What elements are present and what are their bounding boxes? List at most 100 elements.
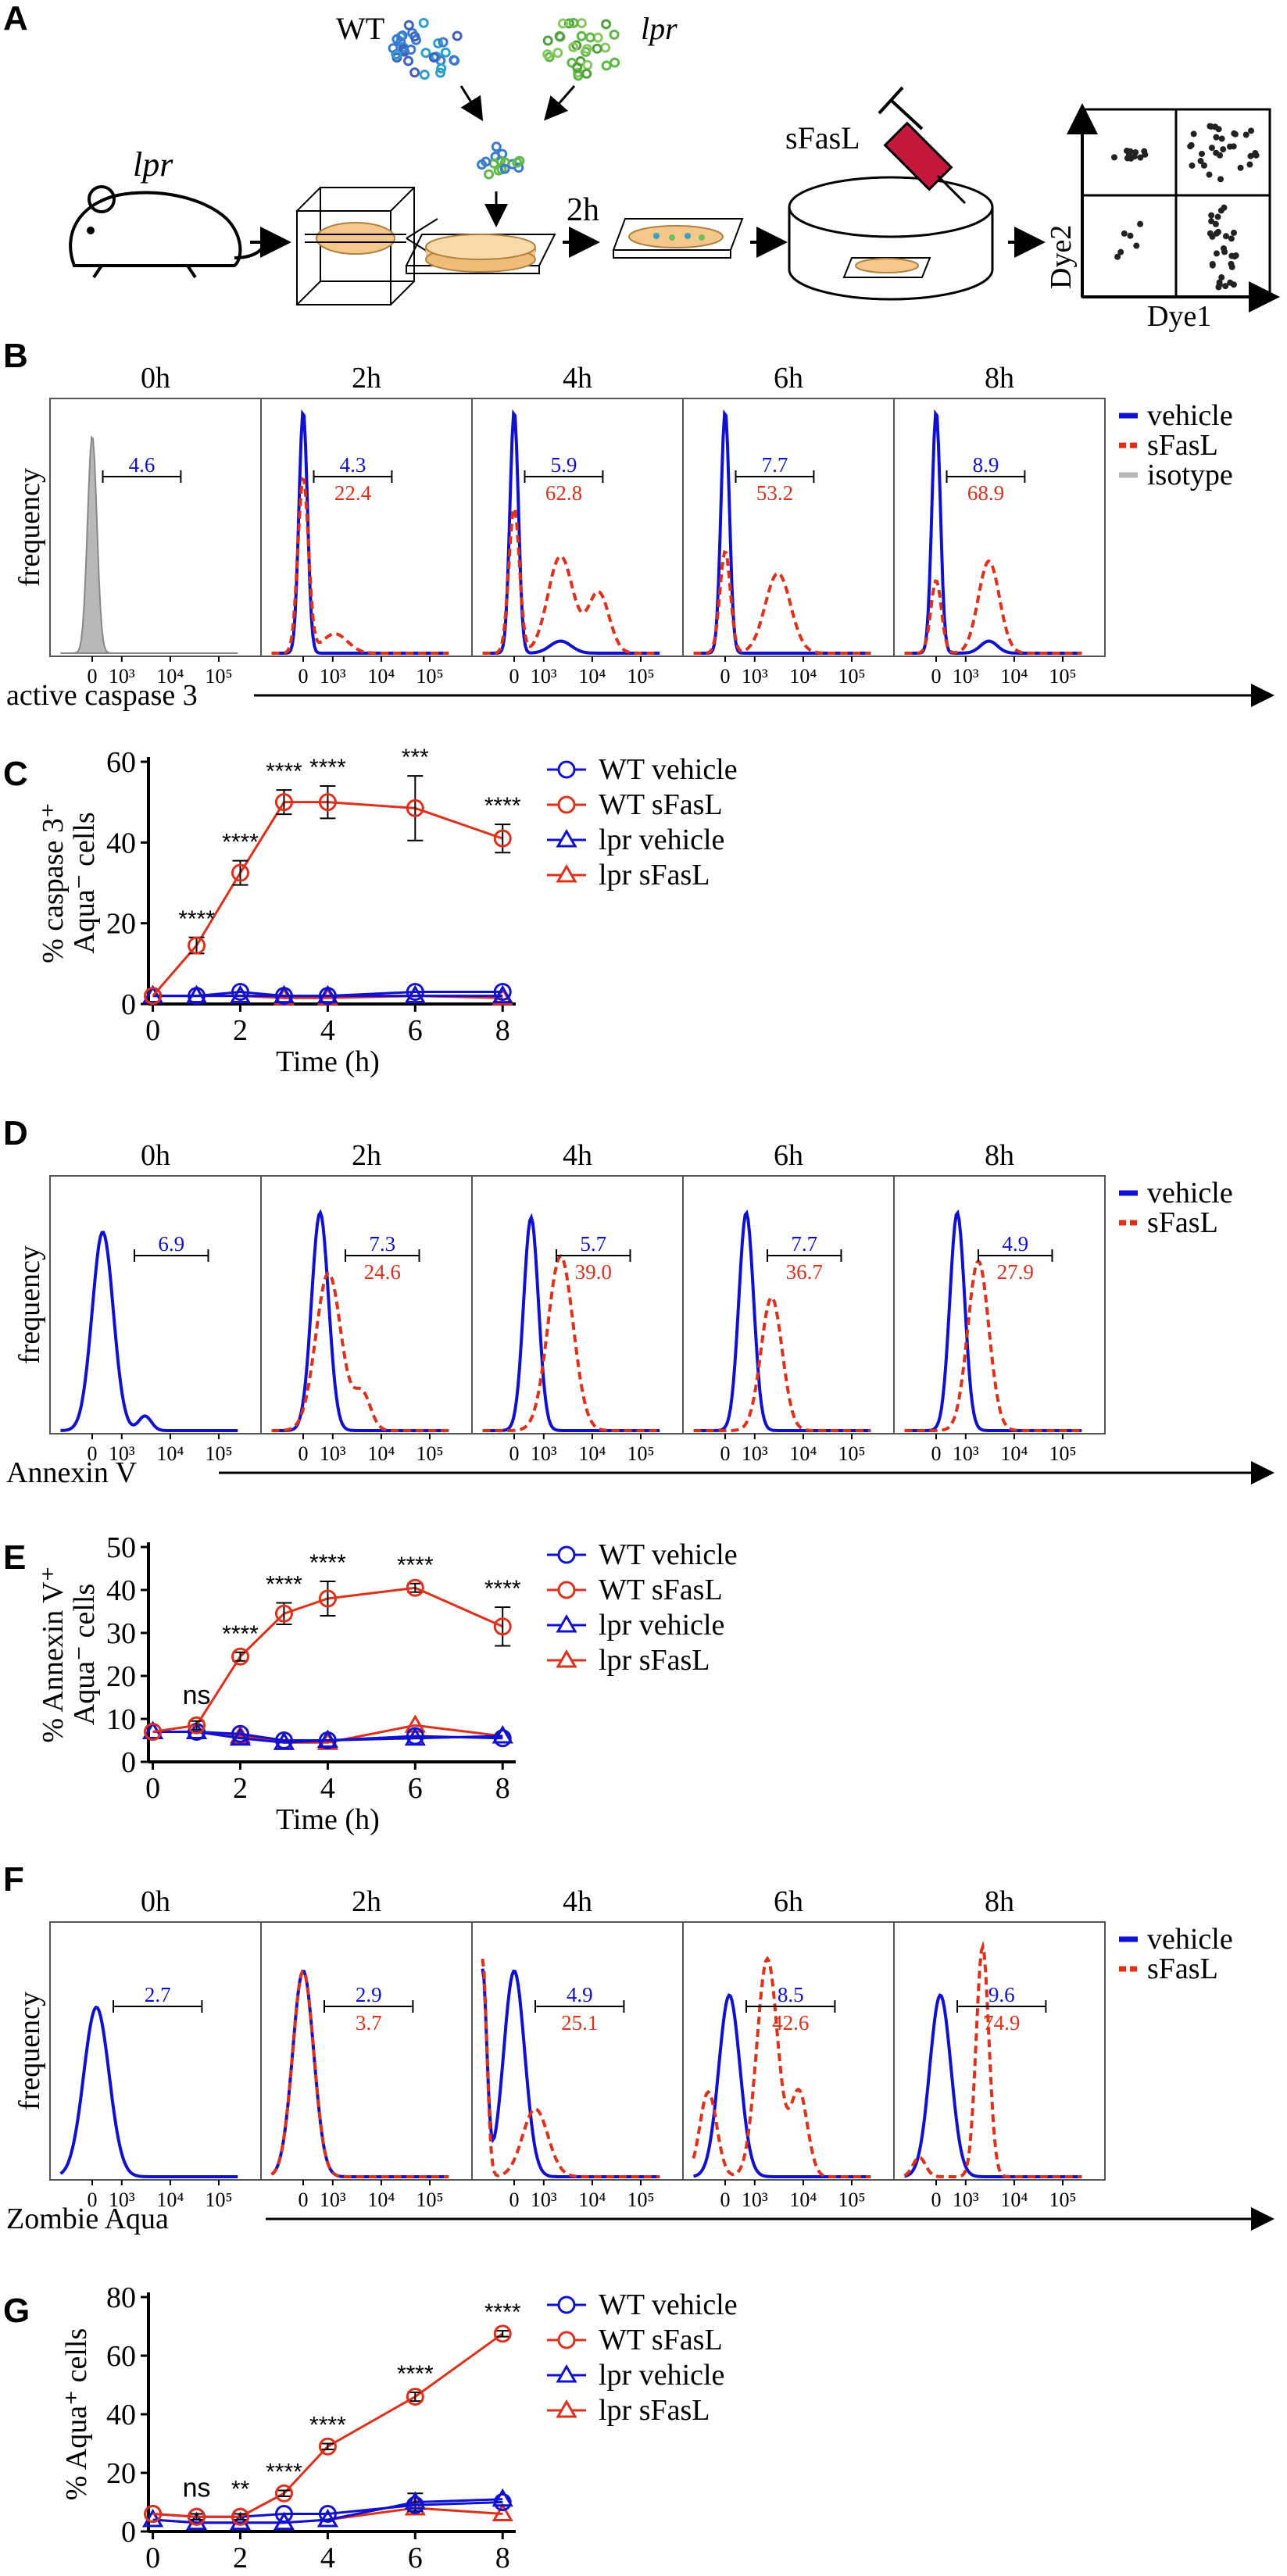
legend-marker <box>556 2364 577 2383</box>
histogram-frame <box>471 1175 684 1434</box>
x-tick-label: 0 <box>931 665 942 688</box>
legend-label: lpr sFasL <box>599 859 710 891</box>
x-tick-label: 10³ <box>320 665 346 688</box>
significance-label: **** <box>266 1572 302 1598</box>
x-tick-label: 0 <box>509 665 520 688</box>
legend-label: sFasL <box>1147 1206 1218 1239</box>
sfasl-histogram <box>904 559 1082 655</box>
y-tick-label: 0 <box>121 2516 136 2549</box>
vehicle-gate-value: 8.9 <box>973 453 999 477</box>
lpr-cells-label: lpr <box>641 11 677 46</box>
data-point <box>188 2507 206 2526</box>
vehicle-histogram <box>904 1993 1082 2178</box>
significance-label: **** <box>397 1552 434 1578</box>
vehicle-gate-value: 2.7 <box>145 1983 171 2006</box>
x-tick-label: 10³ <box>742 2188 768 2211</box>
vehicle-histogram <box>904 1209 1082 1432</box>
x-axis-label: Time (h) <box>276 2573 380 2576</box>
x-tick-label: 0 <box>509 1442 520 1465</box>
frequency-label: frequency <box>13 1245 46 1364</box>
timepoint-label: 8h <box>985 1139 1014 1172</box>
vehicle-gate-value: 4.6 <box>129 453 156 477</box>
data-point <box>492 2503 513 2521</box>
mouse-strain-label: lpr <box>133 145 173 184</box>
x-tick-label: 10⁴ <box>156 1442 184 1465</box>
timepoint-label: 8h <box>985 362 1014 395</box>
x-tick-label: 0 <box>145 1772 160 1805</box>
data-point <box>274 2484 293 2503</box>
sfasl-histogram <box>693 550 871 655</box>
histogram-frame <box>682 1921 895 2181</box>
timepoint-label: 6h <box>774 1885 803 1918</box>
data-point <box>406 799 424 817</box>
x-tick-label: 6 <box>408 2542 423 2574</box>
x-tick-label: 10⁴ <box>1000 665 1028 688</box>
data-point <box>404 984 426 1004</box>
panel-e: E 0 10 20 30 40 50 0 2 4 6 8 Time (h) % Annexin V⁺Aqu… <box>3 1531 738 1836</box>
sfasl-histogram <box>481 1958 660 2178</box>
x-tick-label: 0 <box>299 665 309 688</box>
panel-f-letter: F <box>3 1860 24 1899</box>
data-point <box>318 1731 337 1749</box>
y-tick-label: 40 <box>106 827 136 859</box>
panel-b-letter: B <box>3 337 28 375</box>
mixed-cell-cluster <box>477 141 525 180</box>
data-point <box>406 1727 424 1745</box>
significance-label: ns <box>183 1681 211 1710</box>
y-axis-label: % Aqua⁺ cells <box>60 2328 93 2501</box>
frequency-label: frequency <box>13 468 46 587</box>
legend-label: WT sFasL <box>599 788 723 821</box>
lpr-cell-cluster <box>542 17 620 81</box>
timepoint-label: 2h <box>352 362 381 395</box>
wt-cell-cluster <box>388 17 463 80</box>
panel-a: A lpr <box>3 0 1280 333</box>
significance-label: ** <box>231 2477 250 2503</box>
sfasl-gate-value: 53.2 <box>756 481 793 505</box>
x-tick-label: 2 <box>233 2542 248 2574</box>
x-tick-label: 10³ <box>109 1442 135 1465</box>
data-point <box>318 2505 337 2523</box>
x-tick-label: 0 <box>720 1442 731 1465</box>
sfasl-histogram <box>271 477 449 655</box>
significance-label: **** <box>484 2299 521 2325</box>
histogram-frame <box>471 398 684 657</box>
data-point <box>231 1724 249 1743</box>
data-point <box>144 1723 163 1741</box>
x-tick-label: 10⁵ <box>205 1442 232 1465</box>
data-point <box>406 2388 424 2406</box>
x-tick-label: 0 <box>88 665 98 688</box>
legend-marker <box>556 2399 577 2418</box>
x-tick-label: 10⁵ <box>1049 1442 1076 1465</box>
vehicle-gate-value: 4.9 <box>1002 1232 1028 1256</box>
x-tick-label: 10³ <box>742 1442 768 1465</box>
panel-c-letter: C <box>3 755 28 793</box>
y-tick-label: 60 <box>106 746 136 779</box>
x-tick-label: 10³ <box>953 1442 979 1465</box>
y-tick-label: 50 <box>106 1531 136 1564</box>
x-tick-label: 10⁵ <box>1049 2188 1076 2211</box>
timepoint-label: 2h <box>352 1139 381 1172</box>
legend-marker <box>556 1614 577 1633</box>
x-axis-label: Time (h) <box>276 1045 380 1078</box>
x-tick-label: 0 <box>720 2188 731 2211</box>
legend-label: WT sFasL <box>599 1574 723 1606</box>
significance-label: ns <box>183 2474 211 2503</box>
data-point <box>188 987 206 1006</box>
legend-marker <box>557 1545 576 1564</box>
x-tick-label: 10⁴ <box>578 2188 606 2211</box>
x-tick-label: 6 <box>408 1014 423 1047</box>
data-point <box>406 1578 424 1597</box>
syringe-icon <box>878 86 967 205</box>
x-tick-label: 0 <box>145 1014 160 1047</box>
histogram-frame <box>893 1921 1106 2181</box>
mouse-illustration <box>69 185 266 279</box>
histogram-frame <box>49 398 262 657</box>
data-point <box>318 793 337 812</box>
sfasl-gate-value: 24.6 <box>364 1260 401 1284</box>
series-line <box>152 1731 503 1742</box>
y-tick-label: 20 <box>106 1660 136 1693</box>
significance-label: **** <box>484 793 521 819</box>
significance-label: **** <box>266 2460 302 2485</box>
sfasl-gate-value: 42.6 <box>772 2011 809 2035</box>
